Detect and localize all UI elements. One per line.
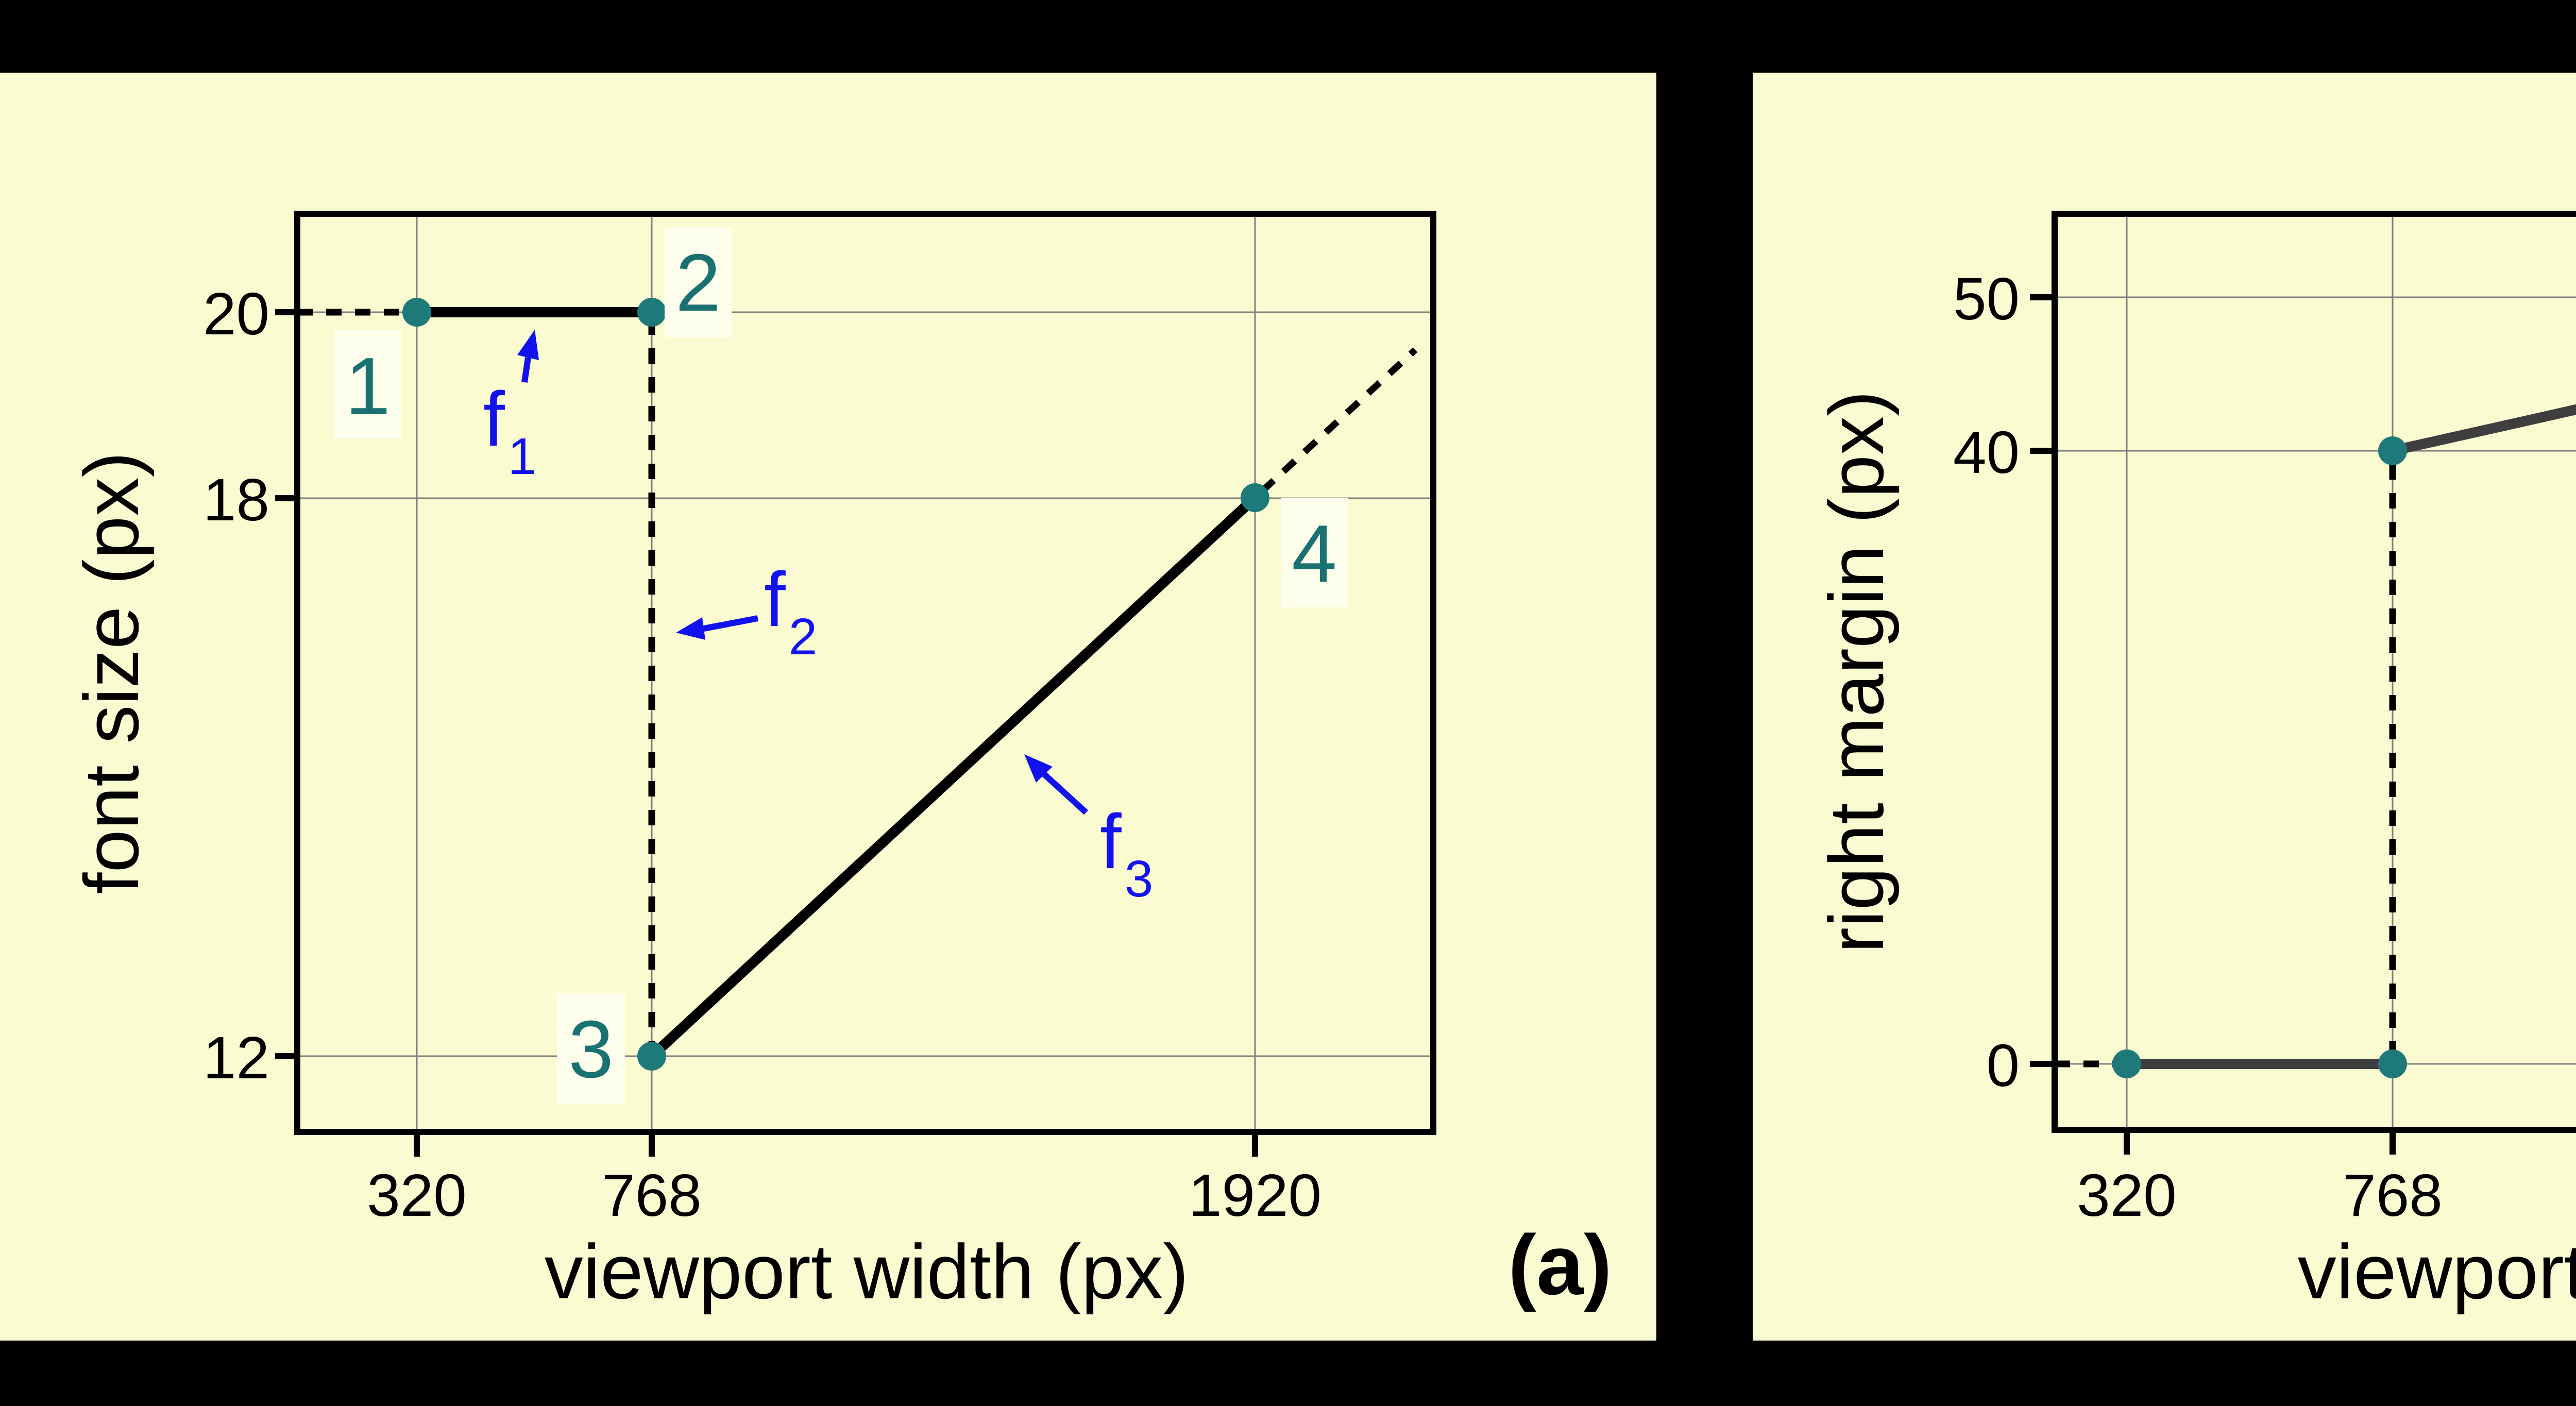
x-tick-label-768: 768: [2343, 1162, 2443, 1229]
y-tick-label-40: 40: [1953, 419, 2020, 486]
y-tick-label-12: 12: [203, 1024, 269, 1091]
panel-a-x-axis-title: viewport width (px): [545, 1228, 1189, 1315]
x-tick-label-768: 768: [602, 1162, 702, 1229]
x-tick-label-320: 320: [2077, 1162, 2177, 1229]
panel-b-y-axis-title: right margin (px): [1813, 391, 1900, 953]
panel-b-ticks: [2030, 294, 2396, 1155]
segment-dashed-right-extension: [1260, 347, 1418, 494]
annotation-f1: f1: [483, 376, 536, 485]
f3-base: f: [1100, 798, 1122, 885]
f2-subscript: 2: [789, 608, 818, 666]
panel-a-ticks: [275, 309, 1258, 1157]
segment-f3: [647, 493, 1260, 1061]
point-label-3: 3: [568, 1004, 614, 1095]
panel-b: 50 40 0 320 768 1920 viewport width (px)…: [1813, 211, 2576, 1315]
point-1-320-20: [402, 298, 431, 327]
f3-arrow-head-icon: [1024, 754, 1053, 783]
label-box-1: [334, 330, 401, 438]
f2-arrow-head-icon: [676, 617, 705, 640]
panel-b-points: [2112, 436, 2407, 1078]
annotation-f2: f2: [764, 556, 817, 666]
f1-arrow-shaft: [521, 357, 531, 383]
panel-a: 20 18 12 320 768 1920 viewport width (px…: [68, 211, 1612, 1315]
point-label-2: 2: [675, 238, 721, 328]
panel-a-background: [0, 73, 1656, 1341]
annotation-arrows: [517, 330, 1089, 815]
point-768-0: [2378, 1049, 2407, 1078]
label-box-3: [557, 993, 625, 1104]
point-label-4: 4: [1292, 509, 1337, 599]
x-tick-label-320: 320: [367, 1162, 467, 1229]
f2-base: f: [764, 556, 786, 642]
y-tick-label-0: 0: [1986, 1032, 2020, 1099]
label-box-2: [665, 227, 732, 337]
point-4-1920-18: [1241, 483, 1269, 512]
y-tick-label-50: 50: [1953, 265, 2020, 332]
f1-arrow-head-icon: [517, 330, 539, 360]
f3-subscript: 3: [1125, 850, 1154, 908]
panel-a-plot-frame: [294, 211, 1436, 1135]
panel-a-tag: (a): [1508, 1217, 1612, 1312]
x-tick-label-1920: 1920: [1189, 1162, 1321, 1229]
f1-base: f: [483, 376, 505, 462]
y-tick-label-18: 18: [203, 466, 269, 533]
point-label-1: 1: [345, 341, 391, 432]
panel-b-x-axis-title: viewport width (px): [2298, 1228, 2576, 1315]
segment-margin-40-50: [2387, 404, 2576, 456]
point-2-768-20: [637, 298, 666, 327]
annotation-f3: f3: [1100, 798, 1153, 908]
point-3-768-12: [637, 1042, 666, 1071]
panel-b-series: [2055, 404, 2576, 1069]
panel-b-plot-frame: [2052, 211, 2576, 1133]
panel-a-y-axis-title: font size (px): [68, 452, 155, 894]
panel-a-series: [297, 307, 1418, 1061]
f3-arrow-shaft: [1042, 772, 1089, 815]
f1-subscript: 1: [508, 428, 537, 485]
panel-a-points: [402, 298, 1269, 1071]
y-tick-label-20: 20: [203, 280, 269, 347]
f2-arrow-shaft: [703, 615, 759, 632]
point-768-40: [2378, 436, 2407, 465]
point-320-0: [2112, 1049, 2141, 1078]
label-box-4: [1281, 498, 1348, 607]
